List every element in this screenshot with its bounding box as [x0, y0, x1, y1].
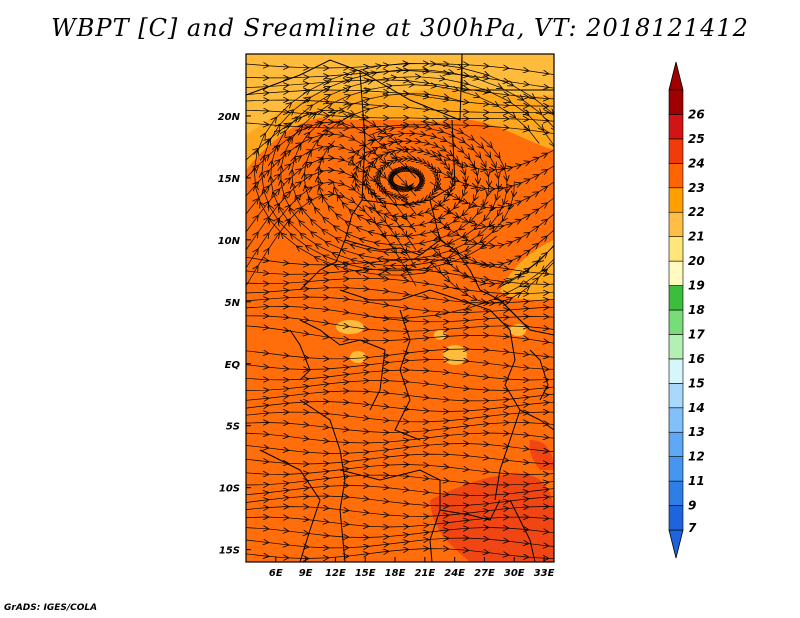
colorbar-label: 26	[688, 107, 705, 121]
map-frame	[245, 53, 555, 563]
colorbar-swatch	[668, 236, 684, 262]
colorbar-swatch	[668, 383, 684, 409]
lat-tick-label: 15N	[218, 174, 241, 185]
streamline	[429, 261, 554, 303]
colorbar-swatch	[668, 358, 684, 384]
colorbar-swatch	[668, 138, 684, 164]
lon-tick-label: 27E	[474, 568, 495, 579]
lat-tick-label: 15S	[219, 546, 240, 557]
streamline	[246, 433, 554, 443]
colorbar-swatch	[668, 89, 684, 115]
colorbar-swatch	[668, 309, 684, 335]
lon-tick-label: 33E	[534, 568, 555, 579]
lon-tick-label: 24E	[444, 568, 465, 579]
map-area	[246, 54, 554, 562]
colorbar-label: 22	[688, 205, 705, 219]
colorbar-label: 13	[688, 425, 705, 439]
colorbar-label: 14	[688, 401, 705, 415]
streamline	[246, 549, 554, 559]
lat-tick-label: 10N	[218, 236, 241, 247]
colorbar-top-arrow	[668, 61, 684, 91]
colorbar: 7 9 11 12 13 14 15 16 17 18 19 20 21 22 23 24 25 26	[668, 61, 705, 559]
lat-tick-label: EQ	[225, 360, 241, 371]
colorbar-swatch	[668, 114, 684, 140]
colorbar-label: 16	[688, 352, 705, 366]
colorbar-swatch	[668, 163, 684, 189]
map-title: WBPT [C] and Sreamline at 300hPa, VT: 20…	[51, 14, 749, 42]
colorbar-label: 17	[688, 327, 705, 341]
colorbar-swatch	[668, 285, 684, 311]
colorbar-swatch	[668, 456, 684, 482]
colorbar-swatch	[668, 480, 684, 506]
colorbar-swatch	[668, 505, 684, 531]
colorbar-label: 18	[688, 303, 705, 317]
longitude-axis: 6E 9E 12E 15E 18E 21E 24E 27E 30E 33E	[269, 557, 555, 579]
lon-tick-label: 15E	[355, 568, 376, 579]
streamline	[246, 326, 554, 345]
lon-tick-label: 9E	[299, 568, 313, 579]
lat-tick-label: 5N	[225, 298, 241, 309]
wbpt-blob-3	[443, 345, 467, 365]
colorbar-label: 19	[688, 279, 705, 293]
wbpt-blob-4	[434, 330, 446, 340]
lon-tick-label: 21E	[414, 568, 435, 579]
colorbar-label: 15	[688, 376, 705, 390]
colorbar-swatch	[668, 187, 684, 213]
streamline	[246, 528, 554, 538]
colorbar-label: 21	[688, 230, 705, 244]
colorbar-swatch	[668, 260, 684, 286]
lon-tick-label: 18E	[385, 568, 406, 579]
colorbar-swatch	[668, 407, 684, 433]
colorbar-label: 11	[688, 474, 705, 488]
grads-credit: GrADS: IGES/COLA	[4, 603, 98, 613]
country-borders	[246, 54, 554, 562]
colorbar-label: 25	[688, 132, 705, 146]
lat-tick-label: 20N	[218, 112, 241, 123]
lat-tick-label: 10S	[219, 484, 240, 495]
wbpt-blob-2	[350, 351, 366, 363]
colorbar-label: 9	[688, 499, 696, 513]
lon-tick-label: 30E	[504, 568, 525, 579]
colorbar-label: 7	[688, 521, 697, 535]
lon-tick-label: 6E	[269, 568, 283, 579]
colorbar-swatch	[668, 334, 684, 360]
colorbar-label: 23	[688, 181, 705, 195]
colorbar-label: 12	[688, 450, 705, 464]
colorbar-swatch	[668, 431, 684, 457]
lon-tick-label: 12E	[325, 568, 346, 579]
colorbar-swatch	[668, 211, 684, 237]
streamline	[246, 194, 417, 287]
colorbar-bottom-arrow	[668, 529, 684, 559]
latitude-axis: 20N 15N 10N 5N EQ 5S 10S 15S	[218, 112, 251, 557]
colorbar-label: 20	[688, 254, 705, 268]
colorbar-label: 24	[688, 156, 705, 170]
lat-tick-label: 5S	[226, 422, 240, 433]
